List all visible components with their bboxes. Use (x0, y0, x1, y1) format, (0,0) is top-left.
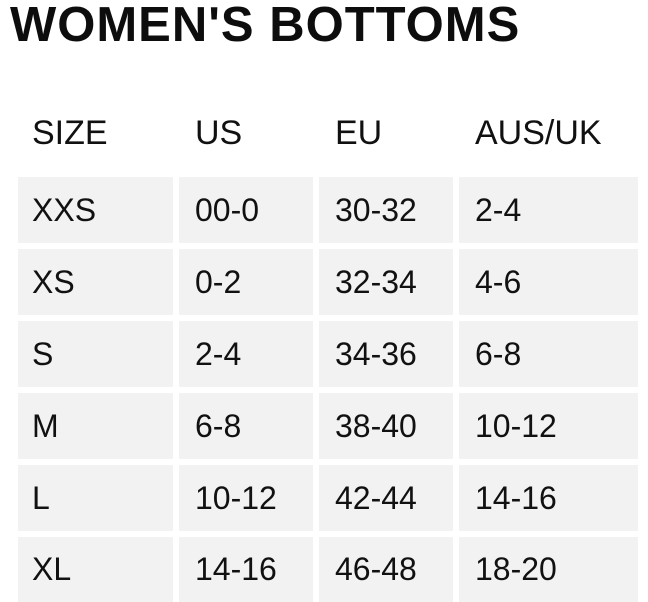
aus-uk-cell: 6-8 (459, 321, 638, 387)
column-header-size: SIZE (32, 114, 108, 152)
aus-uk-cell: 2-4 (459, 177, 638, 243)
us-cell: 2-4 (179, 321, 313, 387)
size-cell: XS (18, 249, 173, 315)
eu-cell: 32-34 (319, 249, 453, 315)
us-cell: 6-8 (179, 393, 313, 459)
aus-uk-cell: 10-12 (459, 393, 638, 459)
us-cell: 00-0 (179, 177, 313, 243)
size-cell: XXS (18, 177, 173, 243)
column-header-us: US (195, 114, 243, 152)
us-cell: 10-12 (179, 465, 313, 531)
eu-cell: 30-32 (319, 177, 453, 243)
aus-uk-cell: 18-20 (459, 537, 638, 602)
aus-uk-cell: 14-16 (459, 465, 638, 531)
size-cell: XL (18, 537, 173, 602)
us-cell: 14-16 (179, 537, 313, 602)
size-cell: M (18, 393, 173, 459)
eu-cell: 34-36 (319, 321, 453, 387)
page-title: WOMEN'S BOTTOMS (10, 0, 521, 52)
column-header-eu: EU (335, 114, 383, 152)
column-header-aus-uk: AUS/UK (475, 114, 602, 152)
us-cell: 0-2 (179, 249, 313, 315)
size-cell: S (18, 321, 173, 387)
eu-cell: 46-48 (319, 537, 453, 602)
aus-uk-cell: 4-6 (459, 249, 638, 315)
size-cell: L (18, 465, 173, 531)
eu-cell: 42-44 (319, 465, 453, 531)
eu-cell: 38-40 (319, 393, 453, 459)
